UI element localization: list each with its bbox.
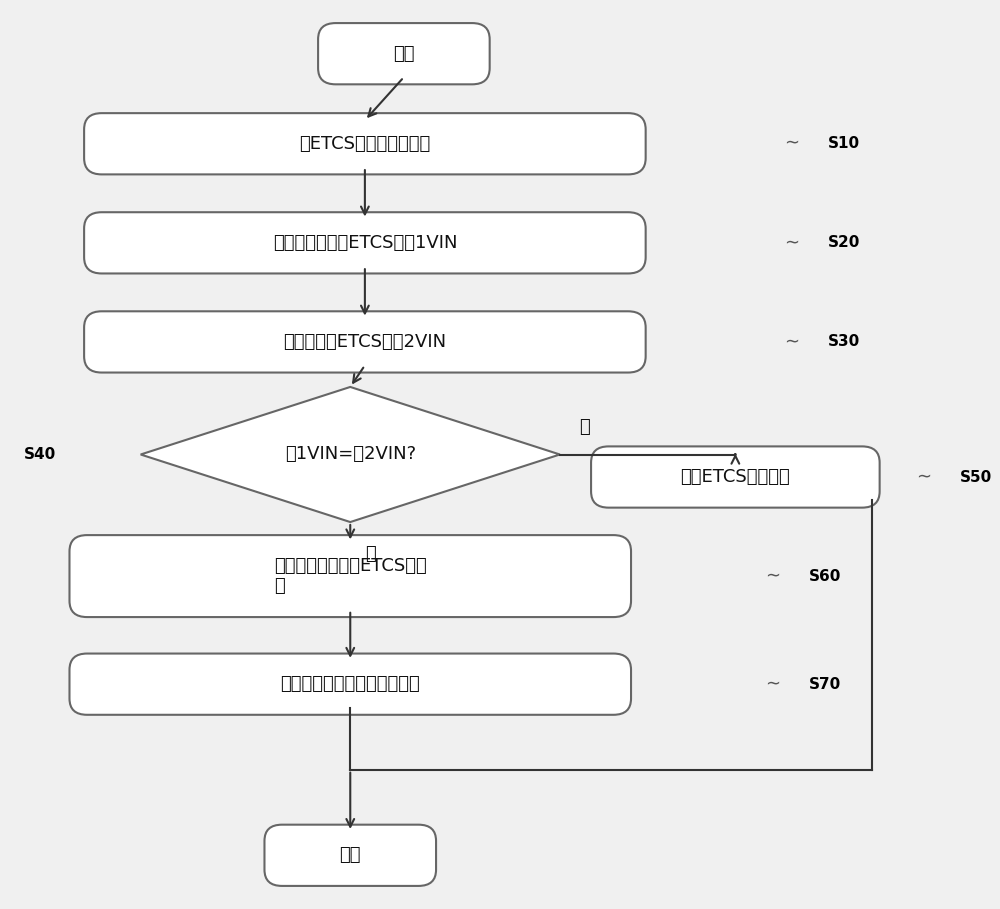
Text: 向ETCS的电源部分供电: 向ETCS的电源部分供电 — [299, 135, 431, 153]
Text: ∼: ∼ — [784, 234, 799, 252]
Text: S30: S30 — [828, 335, 860, 349]
FancyBboxPatch shape — [84, 311, 646, 373]
Text: 结束: 结束 — [340, 846, 361, 864]
Text: S50: S50 — [960, 470, 992, 484]
FancyBboxPatch shape — [84, 212, 646, 274]
FancyBboxPatch shape — [591, 446, 880, 507]
Text: S60: S60 — [808, 569, 841, 584]
Text: ∼: ∼ — [784, 333, 799, 351]
Text: S70: S70 — [808, 676, 841, 692]
FancyBboxPatch shape — [318, 23, 490, 85]
Text: 请求传送保存在ETCS的第1VIN: 请求传送保存在ETCS的第1VIN — [273, 234, 457, 252]
Text: ∼: ∼ — [784, 135, 799, 153]
Text: S40: S40 — [24, 447, 56, 462]
Text: S20: S20 — [828, 235, 860, 250]
Text: 启动ETCS正常功能: 启动ETCS正常功能 — [680, 468, 790, 486]
Text: 否: 否 — [365, 544, 376, 563]
Text: 调用保存在ETCS的第2VIN: 调用保存在ETCS的第2VIN — [283, 333, 446, 351]
FancyBboxPatch shape — [69, 535, 631, 617]
Text: 是: 是 — [579, 418, 590, 436]
Text: ∼: ∼ — [765, 675, 780, 694]
FancyBboxPatch shape — [69, 654, 631, 714]
FancyBboxPatch shape — [84, 113, 646, 175]
Polygon shape — [141, 387, 560, 522]
Text: ∼: ∼ — [765, 567, 780, 585]
Text: 使用用户终端通知反拆卸状态: 使用用户终端通知反拆卸状态 — [280, 675, 420, 694]
Text: 第1VIN=第2VIN?: 第1VIN=第2VIN? — [285, 445, 416, 464]
Text: ∼: ∼ — [916, 468, 931, 486]
Text: 开始: 开始 — [393, 45, 415, 63]
FancyBboxPatch shape — [264, 824, 436, 886]
Text: S10: S10 — [828, 136, 860, 151]
Text: 拆卸状态下，终止ETCS的功
能: 拆卸状态下，终止ETCS的功 能 — [274, 556, 427, 595]
